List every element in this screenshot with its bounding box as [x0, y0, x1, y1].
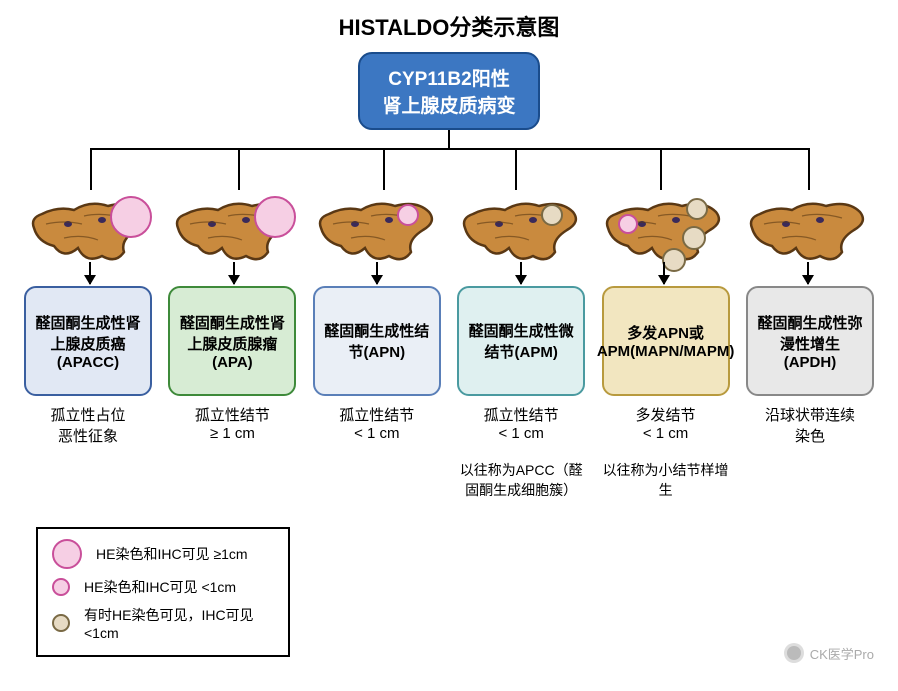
- root-stem: [448, 130, 450, 148]
- category-boxes-row: 醛固酮生成性肾上腺皮质癌(APACC)醛固酮生成性肾上腺皮质腺瘤(APA)醛固酮…: [24, 286, 874, 396]
- extra-notes-row: 以往称为APCC（醛固酮生成细胞簇） 以往称为小结节样增生: [24, 460, 874, 500]
- branch-connector: [515, 148, 517, 190]
- arrow-down-icon: [89, 262, 91, 284]
- category-extra-note: [24, 460, 152, 500]
- category-description: 孤立性结节≥ 1 cm: [168, 404, 296, 446]
- adrenal-gland-illustration: [24, 190, 156, 280]
- adrenal-illustrations-row: [24, 190, 874, 280]
- adrenal-gland-illustration: [455, 190, 587, 280]
- category-box: 醛固酮生成性结节(APN): [313, 286, 441, 396]
- adrenal-gland-illustration: [168, 190, 300, 280]
- legend-label: HE染色和IHC可见 <1cm: [84, 577, 236, 597]
- legend-circle-icon: [52, 539, 82, 569]
- category-description: 沿球状带连续染色: [746, 404, 874, 446]
- adrenal-gland-illustration: [598, 190, 730, 280]
- wechat-icon: [784, 643, 804, 663]
- tan-nodule-icon: [541, 204, 563, 226]
- arrow-down-icon: [233, 262, 235, 284]
- category-extra-note: 以往称为小结节样增生: [602, 460, 730, 500]
- legend-box: HE染色和IHC可见 ≥1cm HE染色和IHC可见 <1cm 有时HE染色可见，I…: [36, 527, 290, 657]
- category-box: 多发APN或APM(MAPN/MAPM): [602, 286, 730, 396]
- legend-item: HE染色和IHC可见 <1cm: [52, 577, 274, 597]
- legend-circle-icon: [52, 614, 70, 632]
- arrow-down-icon: [376, 262, 378, 284]
- branch-connector: [383, 148, 385, 190]
- watermark-text: CK医学Pro: [810, 644, 874, 663]
- tree-connectors: [36, 130, 862, 190]
- arrow-down-icon: [807, 262, 809, 284]
- root-line1: CYP11B2阳性: [382, 64, 515, 91]
- legend-circle-icon: [52, 578, 70, 596]
- root-line2: 肾上腺皮质病变: [382, 91, 515, 118]
- description-row: 孤立性占位恶性征象孤立性结节≥ 1 cm 孤立性结节< 1 cm 孤立性结节< 1 …: [24, 404, 874, 446]
- arrow-down-icon: [663, 262, 665, 284]
- category-box: 醛固酮生成性肾上腺皮质癌(APACC): [24, 286, 152, 396]
- adrenal-gland-illustration: [311, 190, 443, 280]
- legend-label: 有时HE染色可见，IHC可见 <1cm: [84, 605, 274, 641]
- adrenal-gland-illustration: [742, 190, 874, 280]
- branch-connector: [238, 148, 240, 190]
- legend-item: 有时HE染色可见，IHC可见 <1cm: [52, 605, 274, 641]
- watermark: CK医学Pro: [784, 643, 874, 663]
- arrow-down-icon: [520, 262, 522, 284]
- category-extra-note: [313, 460, 441, 500]
- category-description: 孤立性结节< 1 cm: [457, 404, 585, 446]
- branch-connector: [90, 148, 92, 190]
- legend-label: HE染色和IHC可见 ≥1cm: [96, 544, 248, 564]
- category-description: 多发结节< 1 cm: [602, 404, 730, 446]
- category-extra-note: 以往称为APCC（醛固酮生成细胞簇）: [457, 460, 585, 500]
- root-node: CYP11B2阳性 肾上腺皮质病变: [358, 52, 539, 130]
- category-box: 醛固酮生成性弥漫性增生(APDH): [746, 286, 874, 396]
- category-extra-note: [746, 460, 874, 500]
- horizontal-connector: [90, 148, 809, 150]
- pink-nodule-icon: [254, 196, 296, 238]
- category-description: 孤立性结节< 1 cm: [313, 404, 441, 446]
- category-box: 醛固酮生成性肾上腺皮质腺瘤(APA): [168, 286, 296, 396]
- category-description: 孤立性占位恶性征象: [24, 404, 152, 446]
- legend-item: HE染色和IHC可见 ≥1cm: [52, 539, 274, 569]
- branch-connector: [660, 148, 662, 190]
- pink-nodule-icon: [110, 196, 152, 238]
- category-extra-note: [168, 460, 296, 500]
- diagram-title: HISTALDO分类示意图: [0, 0, 898, 42]
- category-box: 醛固酮生成性微结节(APM): [457, 286, 585, 396]
- branch-connector: [808, 148, 810, 190]
